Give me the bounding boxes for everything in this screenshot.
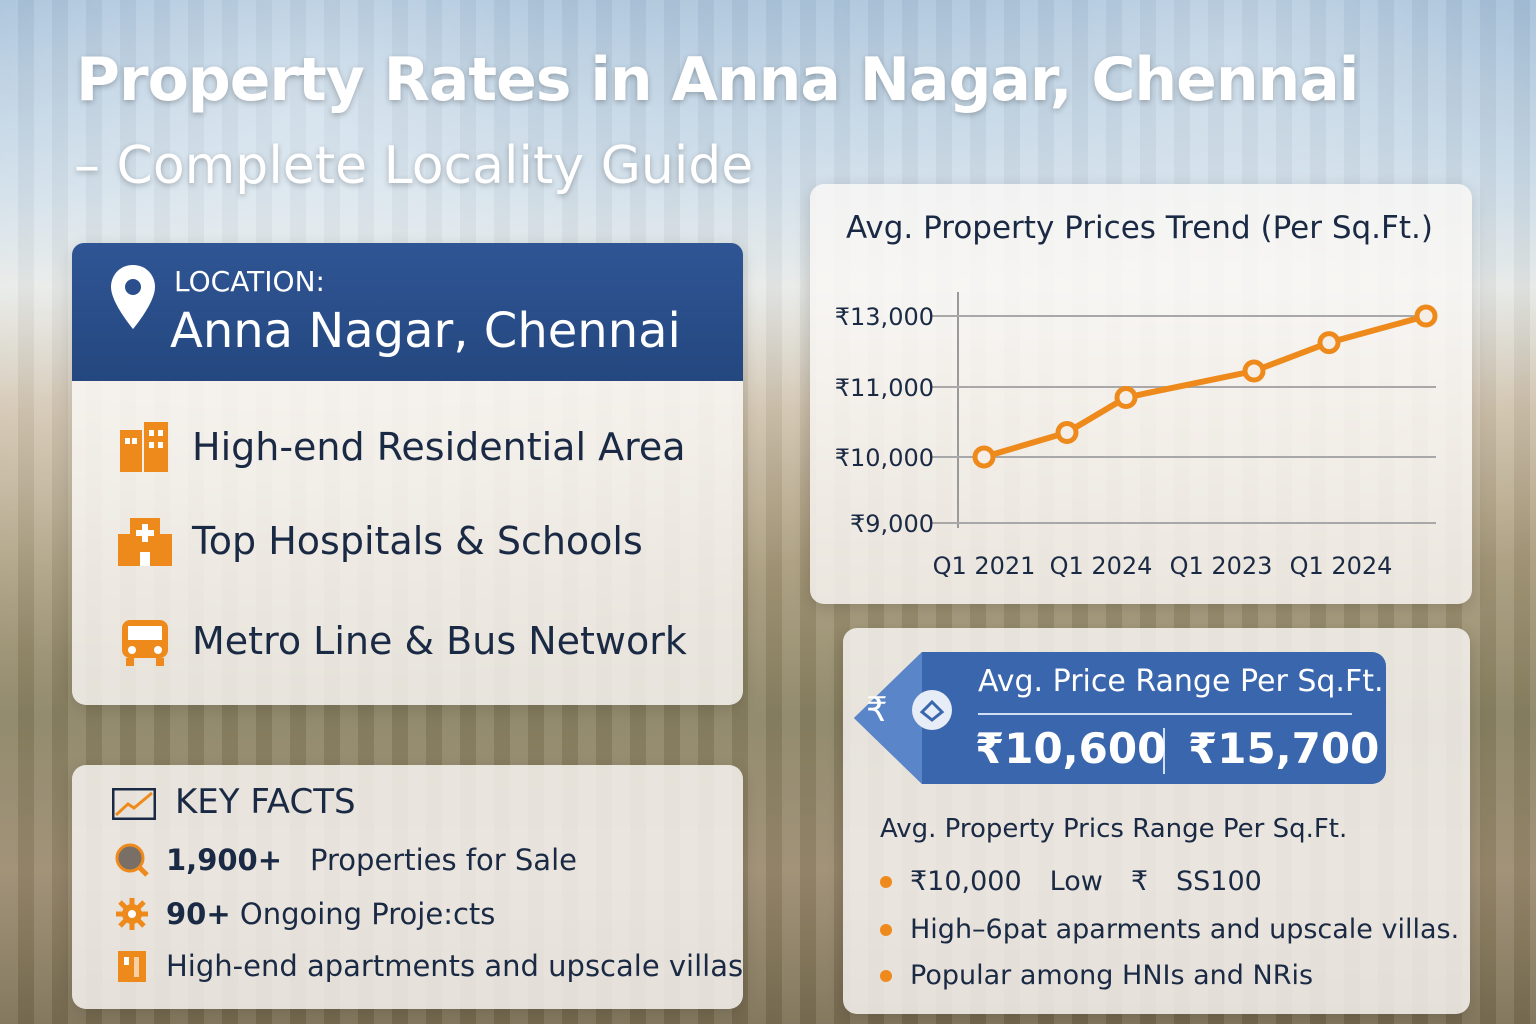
bullet-dot <box>880 923 892 936</box>
y-tick-label: ₹11,000 <box>835 374 934 402</box>
data-point <box>972 445 996 469</box>
feature-label: Metro Line & Bus Network <box>192 619 687 663</box>
location-name: Anna Nagar, Chennai <box>170 303 681 359</box>
fact-text: Ongoing Proje:cts <box>239 897 496 931</box>
gear-icon <box>116 898 148 930</box>
range-details-title: Avg. Property Prics Range Per Sq.Ft. <box>880 814 1348 844</box>
feature-transport: Metro Line & Bus Network <box>116 612 687 670</box>
data-point <box>1114 386 1138 409</box>
data-point <box>1414 304 1438 328</box>
key-facts-title: KEY FACTS <box>175 782 356 822</box>
y-tick-label: ₹10,000 <box>835 444 934 472</box>
price-high: ₹15,700 <box>1188 724 1380 773</box>
fact-text: Properties for Sale <box>310 843 577 877</box>
fact-value: 90+ <box>166 897 231 931</box>
x-tick-label: Q1 2023 <box>1170 552 1273 580</box>
price-tag-title: Avg. Price Range Per Sq.Ft. <box>978 664 1384 699</box>
feature-label: Top Hospitals & Schools <box>192 519 643 563</box>
bullet-text: Popular among HNIs and NRis <box>910 960 1314 991</box>
location-label: LOCATION: <box>174 265 325 298</box>
chart-title: Avg. Property Prices Trend (Per Sq.Ft.) <box>846 210 1433 246</box>
bullet-text: Low <box>1049 866 1103 897</box>
y-tick-label: ₹13,000 <box>835 303 934 331</box>
trend-chart-icon <box>112 788 156 820</box>
feature-label: High-end Residential Area <box>192 425 686 469</box>
bullet-text: ₹10,000 <box>910 866 1022 897</box>
x-tick-label: Q1 2024 <box>1050 552 1153 580</box>
feature-hospitals-schools: Top Hospitals & Schools <box>116 512 643 570</box>
data-point <box>1055 421 1079 444</box>
building-icon <box>120 422 168 472</box>
apartment-icon <box>118 951 146 982</box>
map-pin-icon <box>111 265 155 329</box>
fact-item: 1,900+ Properties for Sale <box>114 842 577 878</box>
feature-residential: High-end Residential Area <box>116 418 686 476</box>
hospital-icon <box>118 518 172 566</box>
price-low: ₹10,600 <box>975 724 1167 773</box>
bullet-dot <box>880 875 892 888</box>
rupee-icon: ₹ <box>866 690 888 730</box>
data-point <box>1242 359 1266 383</box>
range-bullet: Popular among HNIs and NRis <box>880 960 1313 991</box>
fact-text: High-end apartments and upscale villas <box>166 949 744 983</box>
bullet-text: High–6pat aparments and upscale villas. <box>910 914 1460 945</box>
bullet-text: ₹ <box>1130 866 1149 897</box>
x-tick-label: Q1 2024 <box>1290 552 1393 580</box>
page-title: Property Rates in Anna Nagar, Chennai <box>76 45 1359 115</box>
data-point <box>1317 331 1341 355</box>
fact-item: 90+ Ongoing Proje:cts <box>114 896 495 932</box>
bullet-text: SS100 <box>1176 866 1262 897</box>
page-subtitle: – Complete Locality Guide <box>74 136 754 196</box>
bus-icon <box>122 620 168 666</box>
range-bullet: ₹10,000 Low ₹ SS100 <box>880 866 1262 897</box>
y-tick-label: ₹9,000 <box>850 510 934 538</box>
location-header: LOCATION: Anna Nagar, Chennai <box>72 243 743 381</box>
trend-line <box>983 313 1427 460</box>
key-facts-card <box>72 765 743 1009</box>
range-bullet: High–6pat aparments and upscale villas. <box>880 914 1459 945</box>
search-property-icon <box>115 843 149 877</box>
price-tag-banner <box>854 652 1386 784</box>
fact-item: High-end apartments and upscale villas <box>114 948 743 984</box>
fact-value: 1,900+ <box>166 843 283 877</box>
bullet-dot <box>880 969 892 982</box>
x-tick-label: Q1 2021 <box>933 552 1036 580</box>
